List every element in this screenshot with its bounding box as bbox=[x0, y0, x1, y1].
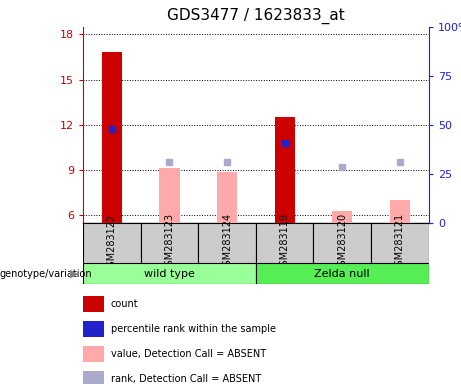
Text: GSM283122: GSM283122 bbox=[107, 213, 117, 273]
Title: GDS3477 / 1623833_at: GDS3477 / 1623833_at bbox=[167, 8, 345, 24]
Bar bbox=[217, 172, 237, 223]
Bar bbox=[83, 321, 104, 337]
Text: rank, Detection Call = ABSENT: rank, Detection Call = ABSENT bbox=[111, 374, 261, 384]
Bar bbox=[83, 263, 256, 284]
Bar bbox=[102, 53, 122, 223]
Text: GSM283120: GSM283120 bbox=[337, 214, 347, 272]
Bar bbox=[83, 346, 104, 362]
Bar bbox=[198, 223, 256, 263]
Bar bbox=[83, 296, 104, 312]
Text: value, Detection Call = ABSENT: value, Detection Call = ABSENT bbox=[111, 349, 266, 359]
Text: genotype/variation: genotype/variation bbox=[0, 268, 93, 279]
Bar bbox=[83, 223, 141, 263]
Text: wild type: wild type bbox=[144, 268, 195, 279]
Bar bbox=[256, 223, 313, 263]
Bar bbox=[256, 263, 429, 284]
Text: GSM283121: GSM283121 bbox=[395, 214, 405, 272]
Text: GSM283124: GSM283124 bbox=[222, 214, 232, 272]
Text: percentile rank within the sample: percentile rank within the sample bbox=[111, 324, 276, 334]
Bar bbox=[371, 223, 429, 263]
Text: count: count bbox=[111, 299, 138, 310]
Text: GSM283119: GSM283119 bbox=[280, 214, 290, 272]
Bar bbox=[332, 211, 352, 223]
Bar bbox=[390, 200, 410, 223]
Text: ▶: ▶ bbox=[70, 268, 78, 279]
Text: Zelda null: Zelda null bbox=[314, 268, 370, 279]
Bar bbox=[83, 371, 104, 384]
Bar bbox=[313, 223, 371, 263]
Bar bbox=[160, 169, 179, 223]
Bar bbox=[141, 223, 198, 263]
Text: GSM283123: GSM283123 bbox=[165, 214, 174, 272]
Bar bbox=[275, 117, 295, 223]
